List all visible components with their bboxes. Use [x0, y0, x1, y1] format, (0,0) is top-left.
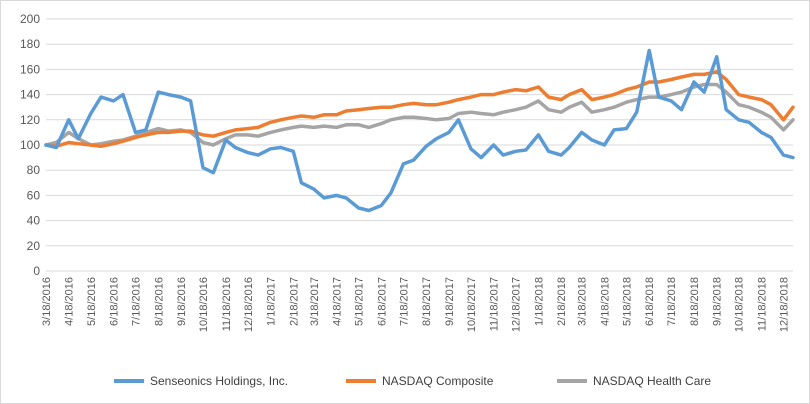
x-tick-label: 8/18/2017 — [421, 277, 433, 326]
y-tick-label: 0 — [33, 264, 40, 278]
y-tick-label: 160 — [20, 62, 40, 76]
y-tick-label: 200 — [20, 12, 40, 26]
x-tick-label: 5/18/2017 — [354, 277, 366, 326]
x-tick-label: 9/18/2018 — [712, 277, 724, 326]
x-tick-label: 1/18/2018 — [533, 277, 545, 326]
y-tick-label: 140 — [20, 88, 40, 102]
x-tick-label: 7/18/2016 — [131, 277, 143, 326]
x-tick-label: 11/18/2016 — [221, 277, 233, 331]
series-lines — [44, 48, 795, 213]
y-tick-label: 180 — [20, 37, 40, 51]
x-tick-label: 4/18/2016 — [64, 277, 76, 326]
x-tick-label: 4/18/2018 — [599, 277, 611, 326]
x-tick-label: 3/18/2017 — [309, 277, 321, 326]
x-tick-label: 2/18/2017 — [288, 277, 300, 326]
y-tick-label: 20 — [27, 239, 41, 253]
x-tick-label: 5/18/2016 — [86, 277, 98, 326]
x-tick-label: 7/18/2017 — [398, 277, 410, 326]
x-tick-label: 9/18/2016 — [176, 277, 188, 326]
y-tick-label: 100 — [20, 138, 40, 152]
x-tick-label: 11/18/2017 — [489, 277, 501, 331]
x-tick-label: 8/18/2016 — [153, 277, 165, 326]
legend-label: Senseonics Holdings, Inc. — [150, 374, 288, 388]
y-axis-ticks: 0 20 40 60 80 100 120 140 160 180 200 — [20, 12, 40, 278]
x-tick-label: 7/18/2018 — [666, 277, 678, 326]
legend-label: NASDAQ Health Care — [593, 374, 711, 388]
x-tick-label: 6/18/2017 — [376, 277, 388, 326]
x-tick-label: 10/18/2016 — [198, 277, 210, 332]
x-tick-label: 12/18/2016 — [243, 277, 255, 332]
x-tick-label: 3/18/2018 — [577, 277, 589, 326]
legend: Senseonics Holdings, Inc. NASDAQ Composit… — [114, 374, 711, 388]
x-tick-label: 6/18/2018 — [644, 277, 656, 326]
y-tick-label: 60 — [27, 188, 41, 202]
gridlines — [46, 18, 793, 272]
legend-label: NASDAQ Composite — [382, 374, 494, 388]
series-line-1 — [44, 70, 795, 149]
x-tick-label: 3/18/2016 — [41, 277, 53, 326]
y-tick-label: 120 — [20, 113, 40, 127]
x-tick-label: 12/18/2018 — [778, 277, 790, 332]
x-axis-ticks: 3/18/2016 4/18/2016 5/18/2016 6/18/2016 7/18… — [41, 277, 790, 332]
x-tick-label: 8/18/2018 — [689, 277, 701, 326]
y-tick-label: 80 — [27, 163, 41, 177]
x-tick-label: 5/18/2018 — [621, 277, 633, 326]
x-tick-label: 2/18/2018 — [556, 277, 568, 326]
series-line-0 — [44, 48, 795, 213]
x-tick-label: 1/18/2017 — [266, 277, 278, 326]
x-tick-label: 6/18/2016 — [109, 277, 121, 326]
x-tick-label: 10/18/2017 — [466, 277, 478, 332]
x-tick-label: 11/18/2018 — [756, 277, 768, 331]
x-tick-label: 4/18/2017 — [332, 277, 344, 326]
y-tick-label: 40 — [27, 214, 41, 228]
x-tick-label: 9/18/2017 — [444, 277, 456, 326]
x-tick-label: 12/18/2017 — [511, 277, 523, 332]
x-tick-label: 10/18/2018 — [734, 277, 746, 332]
